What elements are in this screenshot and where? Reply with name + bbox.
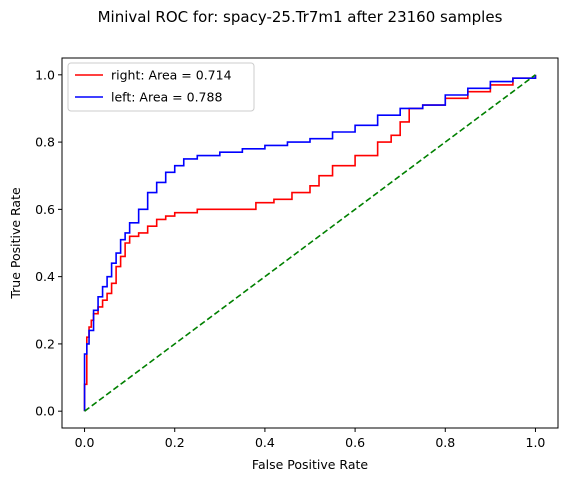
y-tick-label: 0.4 [35,269,55,284]
y-tick-label: 0.8 [35,135,55,150]
y-tick-label: 1.0 [35,67,55,82]
y-tick-label: 0.2 [35,336,55,351]
plot-lines [85,75,536,411]
x-axis: 0.0 0.2 0.4 0.6 0.8 1.0 [75,428,546,450]
y-tick-label: 0.6 [35,202,55,217]
x-axis-label: False Positive Rate [252,457,368,472]
legend: right: Area = 0.714 left: Area = 0.788 [68,63,254,111]
y-axis: 0.0 0.2 0.4 0.6 0.8 1.0 [35,67,62,418]
x-tick-label: 0.6 [345,435,365,450]
series-line-diagonal [85,75,536,411]
y-tick-label: 0.0 [35,404,55,419]
x-tick-label: 0.0 [75,435,95,450]
legend-label: left: Area = 0.788 [111,90,222,105]
x-tick-label: 1.0 [526,435,546,450]
x-tick-label: 0.4 [255,435,275,450]
legend-label: right: Area = 0.714 [111,68,232,83]
chart-title: Minival ROC for: spacy-25.Tr7m1 after 23… [98,8,503,26]
x-tick-label: 0.8 [435,435,455,450]
x-tick-label: 0.2 [165,435,185,450]
y-axis-label: True Positive Rate [8,187,23,300]
